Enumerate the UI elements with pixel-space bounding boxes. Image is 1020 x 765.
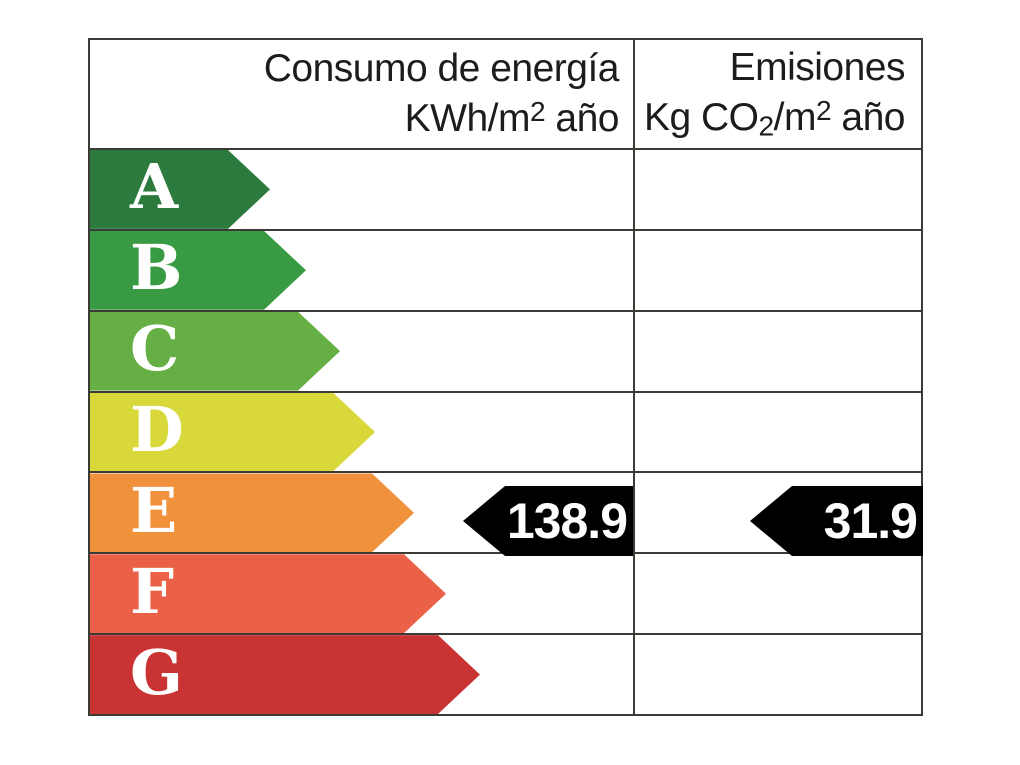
grade-letter-d: D bbox=[130, 393, 184, 466]
grade-arrow-e: E bbox=[90, 473, 414, 552]
table-header-row: Consumo de energía KWh/m2 año Emisiones … bbox=[90, 40, 921, 148]
grade-letter-c: C bbox=[130, 312, 180, 386]
grade-letter-g: G bbox=[130, 635, 183, 709]
grade-arrow-c: C bbox=[90, 312, 340, 391]
emisiones-header-cell: Emisiones Kg CO2/m2 año bbox=[633, 40, 921, 148]
grade-row-f: F bbox=[90, 552, 921, 633]
column-divider bbox=[633, 40, 635, 714]
grade-letter-b: B bbox=[130, 231, 183, 305]
grade-row-b: B bbox=[90, 228, 921, 310]
consumo-header-title: Consumo de energía bbox=[263, 46, 620, 90]
emisiones-header-title: Emisiones bbox=[729, 46, 906, 90]
grade-row-c: C bbox=[90, 309, 921, 391]
consumo-header-units: KWh/m2 año bbox=[404, 94, 620, 144]
grade-arrow-g: G bbox=[90, 635, 480, 714]
consumo-header-cell: Consumo de energía KWh/m2 año bbox=[90, 40, 633, 148]
consumo-unit-pre: KWh/m bbox=[404, 96, 531, 140]
rating-table: Consumo de energía KWh/m2 año Emisiones … bbox=[88, 38, 923, 716]
grade-row-d: D bbox=[90, 390, 921, 472]
grade-row-a: A bbox=[90, 148, 921, 229]
emisiones-unit-p2: /m bbox=[773, 95, 817, 139]
emisiones-value: 31.9 bbox=[823, 493, 918, 549]
grade-arrow-d: D bbox=[90, 393, 375, 472]
grade-arrow-b: B bbox=[90, 231, 306, 310]
consumo-unit-sup: 2 bbox=[529, 95, 546, 127]
emisiones-header-units: Kg CO2/m2 año bbox=[643, 93, 906, 144]
grade-letter-f: F bbox=[130, 554, 175, 628]
consumo-value: 138.9 bbox=[506, 493, 628, 549]
consumo-value-arrow: 138.9 bbox=[463, 486, 633, 556]
grade-letter-a: A bbox=[130, 150, 179, 224]
emisiones-unit-p1: Kg CO bbox=[643, 95, 759, 139]
consumo-unit-post: año bbox=[545, 96, 619, 140]
grade-arrow-f: F bbox=[90, 554, 446, 633]
grade-row-g: G bbox=[90, 633, 921, 714]
emisiones-unit-p3: año bbox=[831, 95, 905, 139]
emisiones-value-arrow: 31.9 bbox=[750, 486, 923, 556]
grade-letter-e: E bbox=[130, 473, 178, 547]
emisiones-unit-sup: 2 bbox=[815, 95, 832, 127]
grade-arrow-a: A bbox=[90, 150, 270, 229]
emisiones-unit-sub: 2 bbox=[758, 110, 775, 142]
grade-row-e: E bbox=[90, 471, 921, 552]
